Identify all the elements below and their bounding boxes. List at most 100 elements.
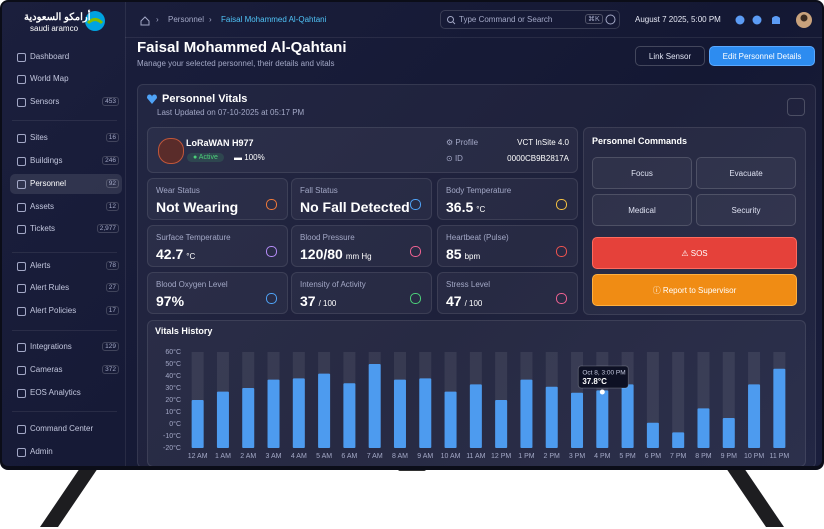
command-button[interactable]: Focus [592, 157, 692, 189]
nav-item[interactable]: Assets [30, 202, 55, 211]
nav-item[interactable]: Buildings [30, 156, 63, 165]
nav-item[interactable]: Sites [30, 133, 48, 142]
y-tick-label: 10°C [165, 408, 181, 416]
breadcrumb[interactable]: Personnel [168, 15, 205, 24]
vital-value: 36.5 °C [446, 199, 486, 215]
nav-item[interactable]: Integrations [30, 342, 72, 351]
bar [545, 386, 558, 448]
nav-item[interactable]: EOS Analytics [30, 388, 81, 397]
x-tick-label: 2 AM [240, 453, 256, 460]
tooltip-point [599, 389, 605, 395]
x-tick-label: 10 AM [441, 453, 461, 460]
crumb-sep: › [156, 15, 159, 24]
logo-arabic: أرامكو السعودية [24, 12, 91, 23]
vital-icon [410, 246, 421, 257]
x-tick-label: 11 PM [769, 453, 789, 460]
vital-icon [410, 199, 421, 210]
vital-card: Surface Temperature 42.7 °C [147, 225, 288, 267]
vital-value: 97% [156, 293, 185, 309]
profile-value: VCT InSite 4.0 [517, 138, 569, 147]
vital-card: Heartbeat (Pulse) 85 bpm [437, 225, 578, 267]
nav-item[interactable]: Cameras [30, 365, 63, 374]
nav-icon [17, 75, 26, 84]
nav-count: 92 [105, 179, 119, 188]
nav-active [10, 174, 122, 194]
vital-card: Body Temperature 36.5 °C [437, 178, 578, 220]
y-tick-label: 30°C [165, 384, 181, 392]
y-tick-label: 20°C [165, 396, 181, 404]
edit-button[interactable]: Edit Personnel Details [709, 46, 815, 66]
sos-button[interactable]: ⚠ SOS [592, 237, 797, 269]
vital-value: 47/ 100 [446, 293, 483, 309]
vital-card: Blood Oxygen Level 97% [147, 272, 288, 314]
nav-item[interactable]: Alert Policies [30, 306, 77, 315]
nav-count: 12 [105, 202, 119, 211]
vital-label: Wear Status [156, 186, 200, 195]
nav-item[interactable]: Admin [30, 447, 53, 456]
command-button[interactable]: Evacuate [696, 157, 796, 189]
vital-card: Intensity of Activity 37/ 100 [291, 272, 432, 314]
nav-item[interactable]: Tickets [30, 224, 56, 233]
profile-label-text: Profile [455, 138, 479, 147]
device-avatar [158, 138, 184, 164]
commands-title: Personnel Commands [592, 136, 688, 146]
bar [444, 391, 457, 448]
header-icons[interactable] [732, 12, 822, 32]
x-tick-label: 1 PM [518, 453, 535, 460]
vital-unit: / 100 [318, 299, 337, 308]
x-tick-label: 1 AM [215, 453, 231, 460]
nav-icon [17, 180, 26, 189]
vital-label: Body Temperature [446, 186, 512, 195]
shortcut: ⌘K [585, 14, 603, 24]
x-tick-label: 8 PM [695, 453, 712, 460]
nav-item[interactable]: World Map [30, 74, 69, 83]
nav-item[interactable]: Dashboard [30, 52, 70, 61]
vital-card: Wear Status Not Wearing [147, 178, 288, 220]
nav-count: 16 [105, 133, 119, 142]
x-tick-label: 2 PM [544, 453, 561, 460]
expand-button[interactable] [787, 98, 805, 116]
page-title: Faisal Mohammed Al-Qahtani [137, 39, 347, 56]
help-icon[interactable] [605, 14, 616, 25]
breadcrumb-current: Faisal Mohammed Al-Qahtani [221, 15, 327, 24]
battery-value: 100% [244, 153, 265, 162]
nav-icon [17, 134, 26, 143]
vital-value: Not Wearing [156, 199, 239, 215]
bar [469, 384, 482, 448]
device-name: LoRaWAN H977 [186, 138, 254, 148]
crumb-sep: › [209, 15, 212, 24]
nav-icon [17, 53, 26, 62]
bar [520, 379, 533, 448]
x-tick-label: 5 PM [619, 453, 636, 460]
nav-count: 2,977 [96, 224, 119, 233]
nav-count: 453 [102, 97, 119, 106]
search-box[interactable]: Type Command or Search ⌘K [440, 10, 620, 29]
bar [343, 383, 356, 448]
vital-icon [556, 293, 567, 304]
nav-count: 17 [105, 306, 119, 315]
command-button[interactable]: Medical [592, 194, 692, 226]
report-button[interactable]: ⓘ Report to Supervisor [592, 274, 797, 306]
nav-item[interactable]: Command Center [30, 424, 94, 433]
bar [242, 388, 255, 448]
x-tick-label: 9 PM [721, 453, 738, 460]
bar [773, 368, 786, 448]
nav-item[interactable]: Alerts [30, 261, 51, 270]
command-button[interactable]: Security [696, 194, 796, 226]
y-tick-label: 40°C [165, 372, 181, 380]
vital-icon [266, 246, 277, 257]
nav-item[interactable]: Sensors [30, 97, 60, 106]
tooltip-title: Oct 8, 3:00 PM [582, 370, 625, 377]
nav-item[interactable]: Alert Rules [30, 283, 70, 292]
vital-card: Fall Status No Fall Detected [291, 178, 432, 220]
x-tick-label: 10 PM [744, 453, 764, 460]
bar [722, 418, 735, 448]
nav-icon [17, 98, 26, 107]
home-icon[interactable] [138, 14, 152, 28]
link-sensor-button[interactable]: Link Sensor [635, 46, 705, 66]
x-tick-label: 12 PM [491, 453, 511, 460]
nav-item[interactable]: Personnel [30, 179, 67, 188]
vital-unit: / 100 [464, 299, 483, 308]
y-tick-label: -10°C [163, 432, 181, 440]
nav-icon [17, 203, 26, 212]
